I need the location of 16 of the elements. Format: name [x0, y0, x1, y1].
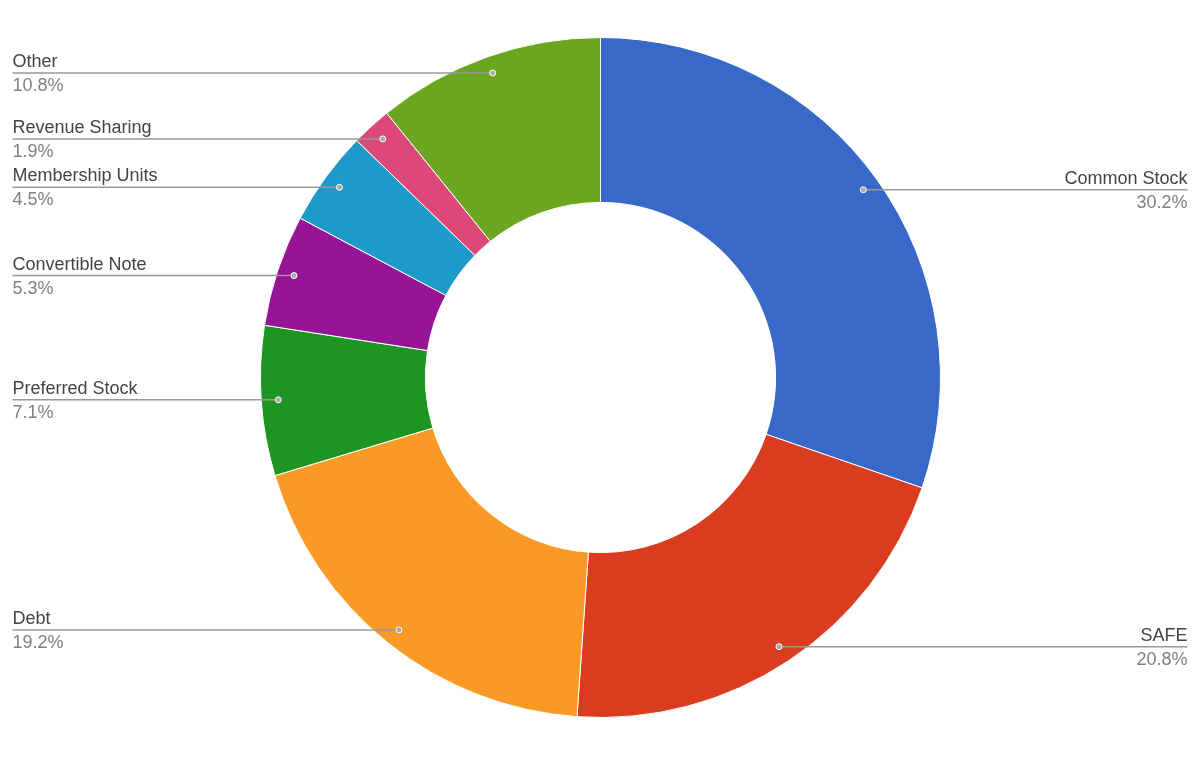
slice-label: Common Stock	[1064, 167, 1189, 188]
data-label: 30.2%	[1136, 191, 1188, 212]
slice-label: Debt	[12, 607, 51, 628]
slice-label: Membership Units	[12, 165, 158, 186]
data-label: 5.3%	[12, 277, 54, 298]
data-label: 7.1%	[12, 401, 54, 422]
slice-label: Preferred Stock	[12, 377, 139, 398]
data-label: 20.8%	[1136, 648, 1188, 669]
slice-label: Revenue Sharing	[12, 116, 152, 137]
slice-label: SAFE	[1140, 624, 1188, 645]
data-label: 10.8%	[12, 74, 64, 95]
data-label: 19.2%	[12, 631, 64, 652]
data-label: 1.9%	[12, 140, 54, 161]
slice-label: Convertible Note	[12, 253, 147, 274]
slice-label: Other	[12, 50, 58, 71]
data-label: 4.5%	[12, 189, 54, 210]
